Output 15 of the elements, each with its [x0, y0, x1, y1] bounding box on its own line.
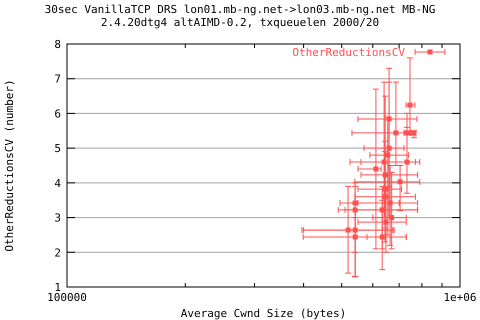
y-tick-label: 2 [54, 246, 61, 260]
legend-label: OtherReductionsCV [292, 46, 406, 59]
chart-title: 30sec VanillaTCP DRS lon01.mb-ng.net->lon03.mb-ng.net MB-NG [44, 3, 436, 16]
y-tick-label: 5 [54, 142, 61, 156]
y-tick-label: 7 [54, 72, 61, 86]
x-axis-title: Average Cwnd Size (bytes) [180, 307, 346, 320]
chart-subtitle: 2.4.20dtg4 altAIMD-0.2, txqueuelen 2000/20 [100, 16, 380, 29]
y-tick-label: 6 [54, 107, 61, 120]
y-tick-label: 3 [54, 212, 61, 225]
y-axis-title: OtherReductionsCV (number) [3, 79, 16, 252]
y-tick-label: 8 [54, 38, 61, 51]
y-tick-label: 4 [54, 176, 62, 190]
x-tick-label: 100000 [47, 291, 87, 304]
x-tick-label: 1e+06 [443, 291, 477, 304]
y-tick-label: 1 [54, 281, 61, 294]
